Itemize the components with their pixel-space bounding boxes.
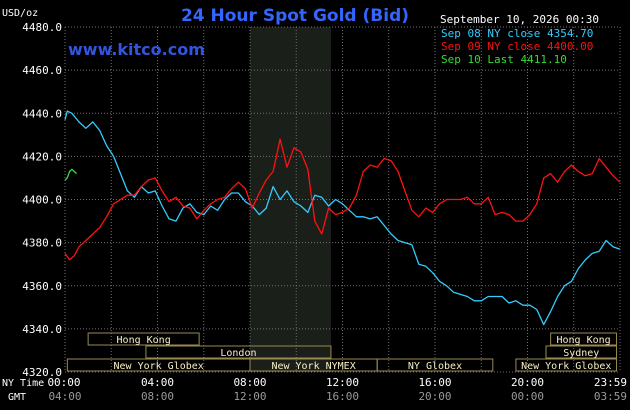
site-watermark[interactable]: www.kitco.com (68, 40, 205, 59)
session-box (87, 332, 200, 346)
session-box (550, 332, 618, 346)
legend-sep08: Sep 08 NY close 4354.70 (441, 27, 593, 40)
y-tick-label: 4320.0 (22, 366, 62, 379)
y-unit-label: USD/oz (2, 8, 38, 19)
legend-sep09: Sep 09 NY close 4400.00 (441, 40, 593, 53)
session-label: London (220, 348, 256, 359)
x-tick-ny: 16:00 (418, 376, 451, 389)
trading-sessions: Hong Kong Hong Kong London Sydney New York G… (66, 332, 618, 372)
y-tick-label: 4360.0 (22, 280, 62, 293)
x-tick-ny: 00:00 (47, 376, 80, 389)
series-line-0 (64, 110, 621, 326)
legend: Sep 08 NY close 4354.70 Sep 09 NY close … (441, 27, 593, 66)
price-series (64, 110, 621, 326)
y-tick-label: 4480.0 (22, 21, 62, 34)
x-tick-ny: 23:59 (594, 376, 627, 389)
session-label: Sydney (563, 348, 599, 359)
x-tick-ny: 08:00 (233, 376, 266, 389)
y-tick-label: 4400.0 (22, 194, 62, 207)
ny-time-label: NY Time (2, 378, 44, 389)
x-tick-gmt: 20:00 (418, 390, 451, 403)
y-tick-label: 4380.0 (22, 237, 62, 250)
x-axis: NY Time GMT 00:00 04:00 08:00 12:00 16:00 20:… (2, 376, 627, 403)
y-axis-ticks: 4320.0 4340.0 4360.0 4380.0 4400.0 4420.0 4440… (22, 21, 62, 379)
session-box (515, 358, 618, 372)
session-label: Hong Kong (556, 335, 610, 346)
chart-title: 24 Hour Spot Gold (Bid) (181, 6, 409, 26)
y-tick-label: 4420.0 (22, 150, 62, 163)
series-line-2 (64, 168, 78, 181)
legend-sep10: Sep 10 Last 4411.10 (441, 53, 567, 66)
x-tick-gmt: 12:00 (233, 390, 266, 403)
x-tick-gmt: 00:00 (511, 390, 544, 403)
session-box (145, 345, 332, 359)
series-line-1 (64, 138, 621, 261)
session-box (545, 345, 618, 359)
timestamp: September 10, 2026 00:30 (440, 13, 599, 26)
session-label: New York Globex (521, 361, 611, 372)
session-label: NY Globex (408, 361, 462, 372)
x-tick-ny: 04:00 (141, 376, 174, 389)
x-tick-gmt: 08:00 (141, 390, 174, 403)
x-tick-gmt: 16:00 (326, 390, 359, 403)
y-tick-label: 4460.0 (22, 64, 62, 77)
y-tick-label: 4340.0 (22, 323, 62, 336)
session-label: New York Globex (114, 361, 204, 372)
session-label: New York NYMEX (271, 361, 355, 372)
x-tick-ny: 12:00 (326, 376, 359, 389)
session-label: Hong Kong (117, 335, 171, 346)
x-tick-ny: 20:00 (511, 376, 544, 389)
x-tick-gmt: 03:59 (594, 390, 627, 403)
grid-layer (64, 26, 621, 373)
x-tick-gmt: 04:00 (48, 390, 81, 403)
session-box (376, 358, 494, 372)
y-tick-label: 4440.0 (22, 107, 62, 120)
gmt-label: GMT (8, 392, 26, 403)
